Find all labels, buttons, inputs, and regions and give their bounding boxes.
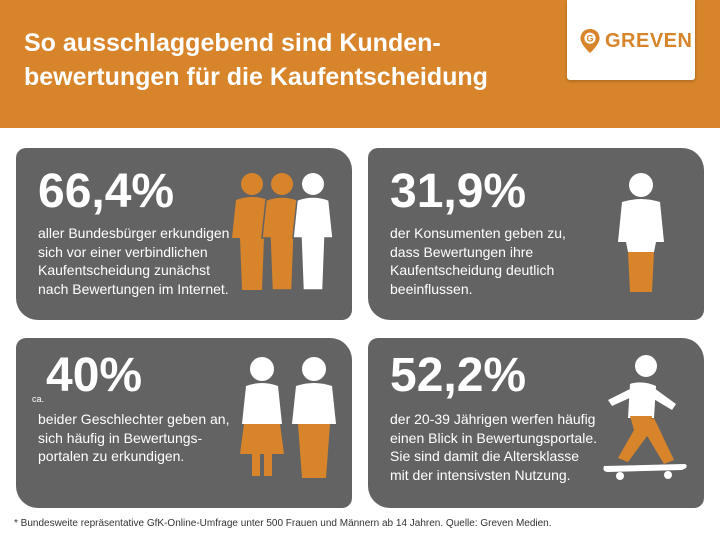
stat-description: der 20-39 Jährigen werfen häufig einen B… (390, 410, 597, 484)
skateboarder-icon (603, 355, 687, 480)
woman-and-man-icon (240, 357, 336, 478)
stat-description-line: beeinflussen. (390, 280, 473, 297)
stat-card-bundesbuerger: 66,4% aller Bundesbürger erkundigen sich… (16, 148, 352, 320)
stat-prefix: ca. (32, 394, 45, 404)
title-line-2: bewertungen für die Kaufentscheidung (24, 63, 488, 91)
stat-value: 40% (46, 349, 143, 402)
stat-description: der Konsumenten geben zu, dass Bewertung… (390, 224, 566, 298)
logo[interactable]: G GREVEN (567, 0, 695, 80)
stat-description-line: Kaufentscheidung zunächst (38, 262, 211, 278)
stat-description-line: sich häufig in Bewertungs- (38, 429, 203, 446)
person-partially-filled-icon (618, 173, 664, 292)
stat-description-line: dass Bewertungen ihre (390, 243, 534, 260)
stat-card-altersklasse: 52,2% der 20-39 Jährigen werfen häufig e… (368, 338, 704, 508)
three-people-icon (232, 173, 334, 291)
stat-card-konsumenten: 31,9% der Konsumenten geben zu, dass Bew… (368, 148, 704, 320)
stat-value: 31,9% (390, 165, 527, 218)
stat-description-line: der Konsumenten geben zu, (390, 225, 566, 241)
stat-value: 52,2% (390, 349, 527, 402)
stat-description-line: portalen zu erkundigen. (38, 448, 185, 464)
stat-description-line: sich vor einer verbindlichen (38, 243, 208, 260)
stat-description-line: Sie sind damit die Altersklasse (390, 448, 580, 464)
svg-text:G: G (586, 34, 593, 44)
stat-description-line: nach Bewertungen im Internet. (38, 280, 229, 297)
stat-description-line: mit der intensivsten Nutzung. (390, 466, 571, 483)
footnote: * Bundesweite repräsentative GfK-Online-… (14, 518, 552, 529)
stat-description-line: aller Bundesbürger erkundigen (38, 225, 230, 241)
title-line-1: So ausschlaggebend sind Kunden- (24, 29, 441, 57)
stat-card-geschlechter: ca. 40% beider Geschlechter geben an, si… (16, 338, 352, 508)
stat-description-line: einen Blick in Bewertungsportale. (390, 429, 598, 446)
logo-text: GREVEN (605, 29, 693, 52)
header-banner: So ausschlaggebend sind Kunden- bewertun… (0, 0, 720, 128)
stat-description-line: Kaufentscheidung deutlich (390, 262, 555, 278)
stat-value: 66,4% (38, 165, 175, 218)
location-pin-icon: G (580, 29, 600, 53)
stat-description-line: der 20-39 Jährigen werfen häufig (390, 411, 596, 427)
page-title: So ausschlaggebend sind Kunden- bewertun… (24, 26, 544, 94)
stat-description: aller Bundesbürger erkundigen sich vor e… (38, 224, 229, 298)
stat-description-line: beider Geschlechter geben an, (38, 411, 230, 427)
stat-description: beider Geschlechter geben an, sich häufi… (38, 410, 229, 466)
